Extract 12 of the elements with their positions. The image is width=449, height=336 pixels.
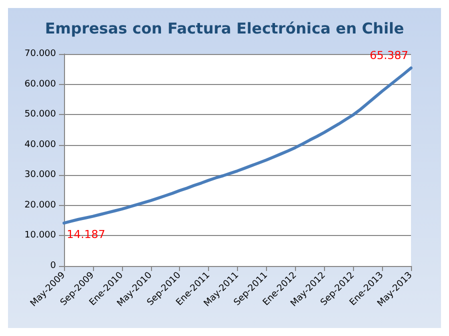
y-tick-label: 50.000 — [24, 110, 56, 120]
y-tick-label: 30.000 — [24, 170, 56, 180]
chart-title: Empresas con Factura Electrónica en Chile — [44, 20, 404, 38]
y-tick-label: 40.000 — [24, 140, 56, 150]
y-tick-label: 0 — [50, 261, 56, 271]
y-tick-label: 10.000 — [24, 230, 56, 241]
data-label: 65.387 — [370, 48, 408, 62]
y-tick-label: 70.000 — [24, 49, 56, 59]
line-series — [62, 66, 412, 225]
data-label: 14.187 — [66, 228, 106, 242]
y-tick-label: 60.000 — [24, 79, 56, 90]
y-tick-label: 20.000 — [24, 200, 56, 210]
